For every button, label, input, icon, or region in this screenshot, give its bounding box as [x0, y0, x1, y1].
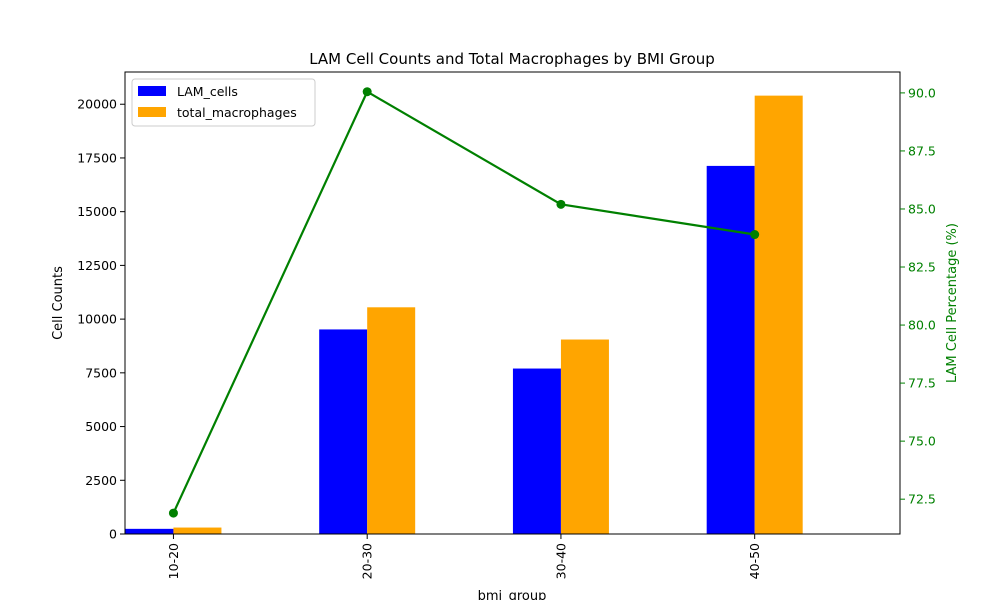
y-tick-label: 10000 — [77, 312, 117, 327]
y2-tick-label: 82.5 — [908, 260, 936, 275]
bars-layer — [125, 95, 803, 535]
bar-lam-cells-10-20 — [125, 528, 174, 534]
y-tick-label: 20000 — [77, 97, 117, 112]
bar-total-macrophages-10-20 — [173, 527, 222, 534]
y-tick-label: 7500 — [85, 365, 117, 380]
legend: LAM_cells total_macrophages — [131, 78, 316, 127]
plot-frame — [124, 71, 901, 535]
lam-percentage-line — [172, 90, 755, 514]
lam-percentage-point-30-40 — [556, 199, 566, 209]
y2-tick-label: 90.0 — [908, 85, 936, 100]
bar-lam-cells-30-40 — [512, 368, 561, 534]
legend-label-lam-cells: LAM_cells — [177, 84, 238, 99]
x-axis-ticks: 10-20 20-30 30-40 40-50 — [166, 534, 762, 579]
x-tick-label: 40-50 — [747, 543, 762, 579]
legend-swatch-lam-cells — [138, 86, 166, 96]
y-tick-label: 17500 — [77, 150, 117, 165]
y2-tick-label: 85.0 — [908, 201, 936, 216]
chart-title: LAM Cell Counts and Total Macrophages by… — [309, 50, 715, 68]
bar-total-macrophages-20-30 — [367, 307, 416, 534]
x-tick-label: 10-20 — [166, 543, 181, 579]
left-axis-ticks: 0 2500 5000 7500 10000 12500 15000 17500 20000 — [77, 97, 125, 542]
lam-percentage-point-20-30 — [362, 87, 372, 97]
y-tick-label: 12500 — [77, 258, 117, 273]
bar-total-macrophages-40-50 — [754, 95, 803, 534]
legend-swatch-total-macrophages — [138, 107, 166, 117]
y-axis-label: Cell Counts — [51, 266, 66, 340]
y2-tick-label: 80.0 — [908, 318, 936, 333]
y2-tick-label: 77.5 — [908, 376, 936, 391]
bar-lam-cells-40-50 — [706, 165, 755, 535]
y2-tick-label: 72.5 — [908, 492, 936, 507]
legend-box — [131, 78, 316, 127]
lam-percentage-point-40-50 — [750, 230, 760, 240]
line-layer — [168, 87, 760, 518]
y2-tick-label: 87.5 — [908, 143, 936, 158]
y-tick-label: 5000 — [85, 419, 117, 434]
y-tick-label: 2500 — [85, 473, 117, 488]
y2-tick-label: 75.0 — [908, 434, 936, 449]
x-axis-label: bmi_group — [478, 589, 547, 600]
y2-axis-label: LAM Cell Percentage (%) — [945, 223, 960, 383]
lam-percentage-point-10-20 — [168, 508, 178, 518]
right-axis-ticks: 72.5 75.0 77.5 80.0 82.5 85.0 87.5 90.0 — [900, 85, 936, 507]
bar-total-macrophages-30-40 — [560, 339, 609, 534]
legend-label-total-macrophages: total_macrophages — [177, 105, 297, 120]
y-tick-label: 15000 — [77, 204, 117, 219]
x-tick-label: 20-30 — [360, 543, 375, 579]
x-tick-label: 30-40 — [553, 543, 568, 579]
y-tick-label: 0 — [109, 527, 117, 542]
bar-lam-cells-20-30 — [319, 329, 368, 534]
